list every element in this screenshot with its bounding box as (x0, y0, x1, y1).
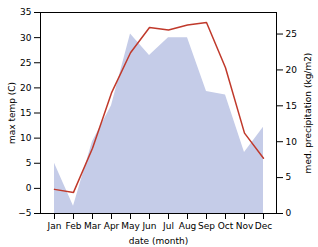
svg-text:May: May (121, 221, 140, 231)
svg-text:5: 5 (26, 158, 32, 168)
svg-text:20: 20 (286, 65, 298, 75)
svg-text:35: 35 (20, 7, 31, 17)
svg-text:Aug: Aug (179, 221, 197, 231)
svg-text:15: 15 (20, 108, 31, 118)
svg-text:0: 0 (286, 208, 292, 218)
svg-text:med. precipitation (kg/m2): med. precipitation (kg/m2) (303, 53, 313, 174)
svg-text:Jun: Jun (141, 221, 156, 231)
svg-text:Oct: Oct (218, 221, 234, 231)
svg-text:25: 25 (20, 58, 31, 68)
svg-text:20: 20 (20, 83, 32, 93)
svg-text:0: 0 (26, 183, 32, 193)
svg-text:Mar: Mar (84, 221, 101, 231)
svg-text:date (month): date (month) (129, 236, 188, 246)
svg-text:−5: −5 (18, 208, 31, 218)
svg-text:5: 5 (286, 172, 292, 182)
svg-text:25: 25 (286, 29, 297, 39)
svg-text:Jan: Jan (47, 221, 62, 231)
svg-text:30: 30 (20, 33, 32, 43)
svg-text:Nov: Nov (236, 221, 254, 231)
svg-text:10: 10 (286, 137, 298, 147)
svg-text:10: 10 (20, 133, 32, 143)
svg-text:Dec: Dec (255, 221, 272, 231)
svg-text:Sep: Sep (198, 221, 215, 231)
svg-text:Feb: Feb (66, 221, 82, 231)
svg-text:max temp (C): max temp (C) (7, 82, 17, 144)
svg-text:Jul: Jul (162, 221, 174, 231)
svg-text:Apr: Apr (104, 221, 120, 231)
svg-text:15: 15 (286, 101, 297, 111)
